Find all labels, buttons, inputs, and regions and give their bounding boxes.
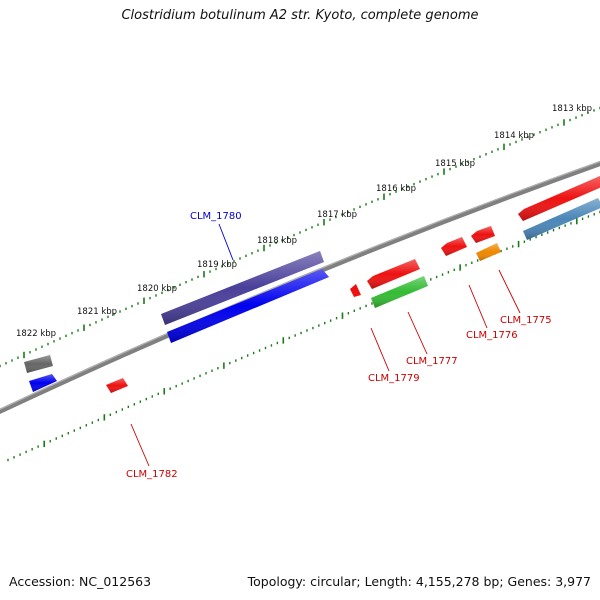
gene-feature-red[interactable] [350,284,361,297]
gene-feature-steelblue[interactable] [523,198,600,240]
scale-tick-label: 1813 kbp [552,104,592,114]
gene-feature-blue[interactable] [29,374,57,392]
scale-tick-label: 1815 kbp [435,159,475,169]
gene-feature-red[interactable] [518,176,600,221]
scale-tick-label: 1814 kbp [494,131,534,141]
label-leader-line [468,284,488,329]
scale-tick-label: 1819 kbp [197,260,237,270]
gene-feature-blue[interactable] [167,269,329,343]
scale-tick-label: 1820 kbp [137,284,177,294]
gene-feature-clm-1782[interactable] [106,378,128,393]
gene-feature-red[interactable] [441,237,467,256]
gene-feature-red[interactable] [471,226,495,243]
gene-label-clm-1776[interactable]: CLM_1776 [466,330,518,341]
gene-group-forward [24,176,600,373]
gene-label-clm-1780[interactable]: CLM_1780 [190,211,242,222]
scale-tick-label: 1821 kbp [77,307,117,317]
accession-label: Accession: NC_012563 [9,574,152,589]
gene-label-clm-1775[interactable]: CLM_1775 [500,315,552,326]
gene-group-reverse [29,198,600,393]
inner-tick-track [7,210,600,462]
genome-backbone-highlight [0,160,600,410]
gene-feature-gray[interactable] [24,355,53,373]
label-leader-line [130,423,150,467]
scale-tick-label: 1817 kbp [317,210,357,220]
gene-feature-clm-1776[interactable] [476,243,501,261]
gene-feature-red[interactable] [367,259,420,289]
label-leader-line [407,311,428,355]
outer-tick-track [0,106,600,368]
diagram-title: Clostridium botulinum A2 str. Kyoto, com… [121,8,479,23]
scale-tick-label: 1822 kbp [16,329,56,339]
label-leader-line [218,223,234,261]
gene-label-clm-1779[interactable]: CLM_1779 [368,373,420,384]
scale-tick-label: 1816 kbp [376,184,416,194]
scale-tick-label: 1818 kbp [257,236,297,246]
label-leader-line [370,327,390,372]
gene-feature-clm-1777[interactable] [371,276,428,308]
gene-label-clm-1777[interactable]: CLM_1777 [406,356,458,367]
gene-feature-clm-1780[interactable] [161,251,324,325]
label-leader-line [498,269,521,314]
genome-summary: Topology: circular; Length: 4,155,278 bp… [247,574,591,589]
gene-label-clm-1782[interactable]: CLM_1782 [126,469,178,480]
